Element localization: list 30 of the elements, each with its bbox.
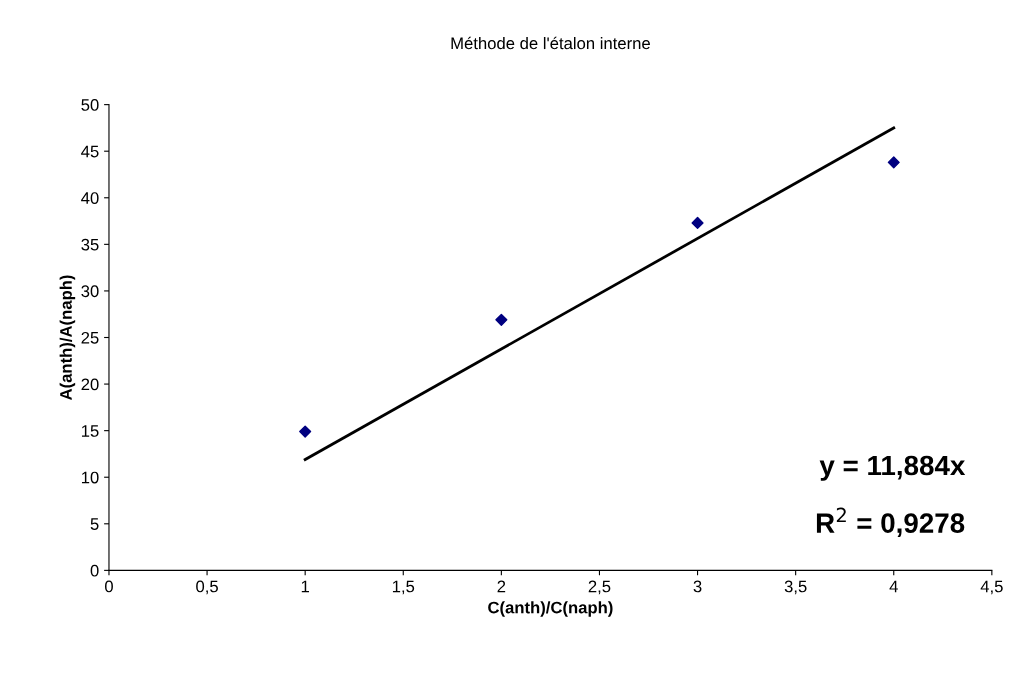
y-tick-label: 40: [81, 192, 99, 204]
x-tick-label: 2,5: [588, 580, 611, 595]
point: [495, 313, 508, 326]
y-tick-label: 15: [81, 425, 99, 437]
point: [887, 156, 900, 169]
x-tick-label: 4,5: [980, 580, 1003, 595]
chart-title: Méthode de l'étalon interne: [451, 36, 650, 50]
point: [691, 216, 704, 229]
point: [299, 425, 312, 438]
y-tick-label: 0: [90, 564, 99, 577]
y-tick-label: 20: [81, 378, 99, 391]
y-axis-title: A(anth)/A(naph): [59, 275, 76, 401]
annotation: R$^{2}$ = 0,9278: [816, 507, 965, 537]
y-tick-label: 25: [81, 331, 99, 344]
x-tick-label: 3,5: [784, 580, 807, 595]
y-tick-label: 30: [81, 285, 99, 298]
x-tick-label: 2: [497, 580, 506, 593]
y-tick-label: 45: [81, 145, 99, 158]
y-tick-label: 50: [81, 99, 99, 111]
y-tick-label: 10: [81, 471, 99, 484]
x-tick-label: 4: [889, 580, 898, 593]
y-tick-label: 5: [90, 518, 99, 530]
x-tick-label: 1: [301, 580, 309, 593]
x-axis-title: C(anth)/C(naph): [488, 601, 613, 617]
x-tick-label: 1,5: [392, 580, 415, 595]
x-tick-label: 0,5: [196, 580, 218, 595]
annotation: y = 11,884x: [819, 455, 966, 481]
y-tick-label: 35: [81, 238, 99, 251]
x-tick-label: 0: [104, 580, 113, 593]
x-tick-label: 3: [693, 580, 702, 593]
